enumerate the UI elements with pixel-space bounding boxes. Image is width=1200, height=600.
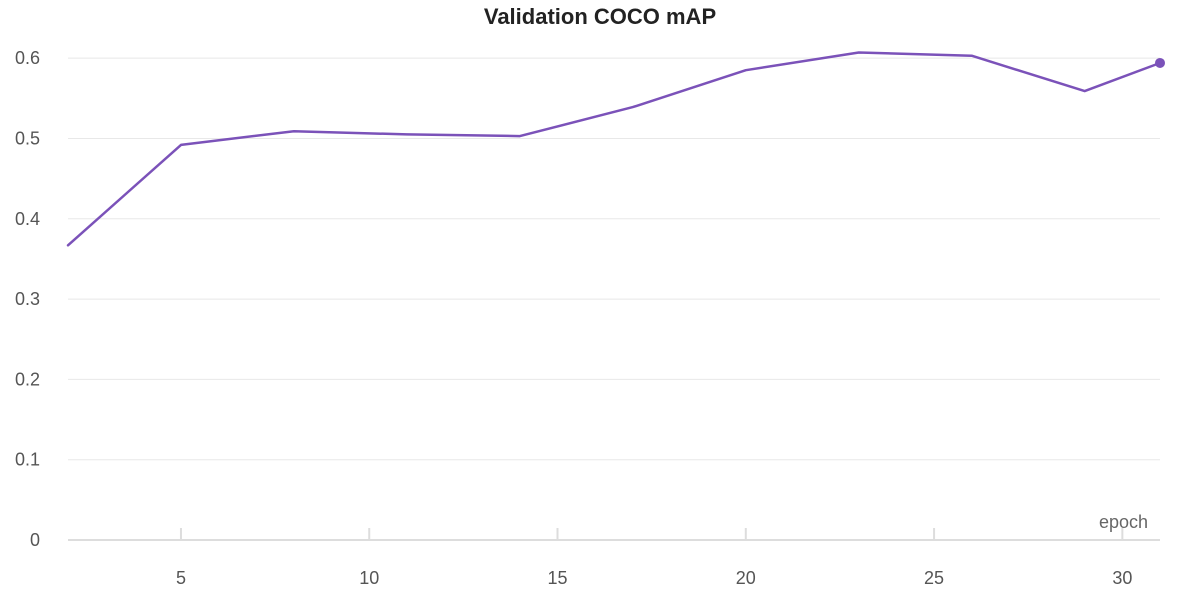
y-tick-label: 0 <box>30 530 40 550</box>
x-tick-label: 30 <box>1112 568 1132 588</box>
y-tick-label: 0.1 <box>15 450 40 470</box>
x-axis: 5 10 15 20 25 30 <box>68 528 1160 588</box>
data-point[interactable] <box>630 104 636 110</box>
y-tick-label: 0.5 <box>15 128 40 148</box>
x-tick-label: 25 <box>924 568 944 588</box>
data-point[interactable] <box>856 50 862 56</box>
data-point[interactable] <box>291 128 297 134</box>
series-line[interactable] <box>66 51 1162 247</box>
chart-title: Validation COCO mAP <box>484 4 716 29</box>
data-point[interactable] <box>969 53 975 59</box>
data-point[interactable] <box>404 131 410 137</box>
data-point[interactable] <box>1082 88 1088 94</box>
x-tick-label: 20 <box>736 568 756 588</box>
data-point[interactable] <box>517 133 523 139</box>
x-axis-label: epoch <box>1099 512 1148 532</box>
series-end-point[interactable] <box>1155 57 1165 68</box>
y-tick-label: 0.6 <box>15 48 40 68</box>
grid-lines <box>68 57 1160 461</box>
x-tick-label: 5 <box>176 568 186 588</box>
data-point[interactable] <box>743 67 749 73</box>
x-tick-label: 10 <box>359 568 379 588</box>
x-tick-label: 15 <box>548 568 568 588</box>
y-tick-label: 0.2 <box>15 369 40 389</box>
y-tick-label: 0.4 <box>15 209 40 229</box>
series-layer <box>65 50 1165 248</box>
data-point[interactable] <box>65 242 71 248</box>
data-point[interactable] <box>178 142 184 148</box>
y-tick-label: 0.3 <box>15 289 40 309</box>
y-axis-ticks: 0 0.1 0.2 0.3 0.4 0.5 0.6 <box>15 48 40 550</box>
